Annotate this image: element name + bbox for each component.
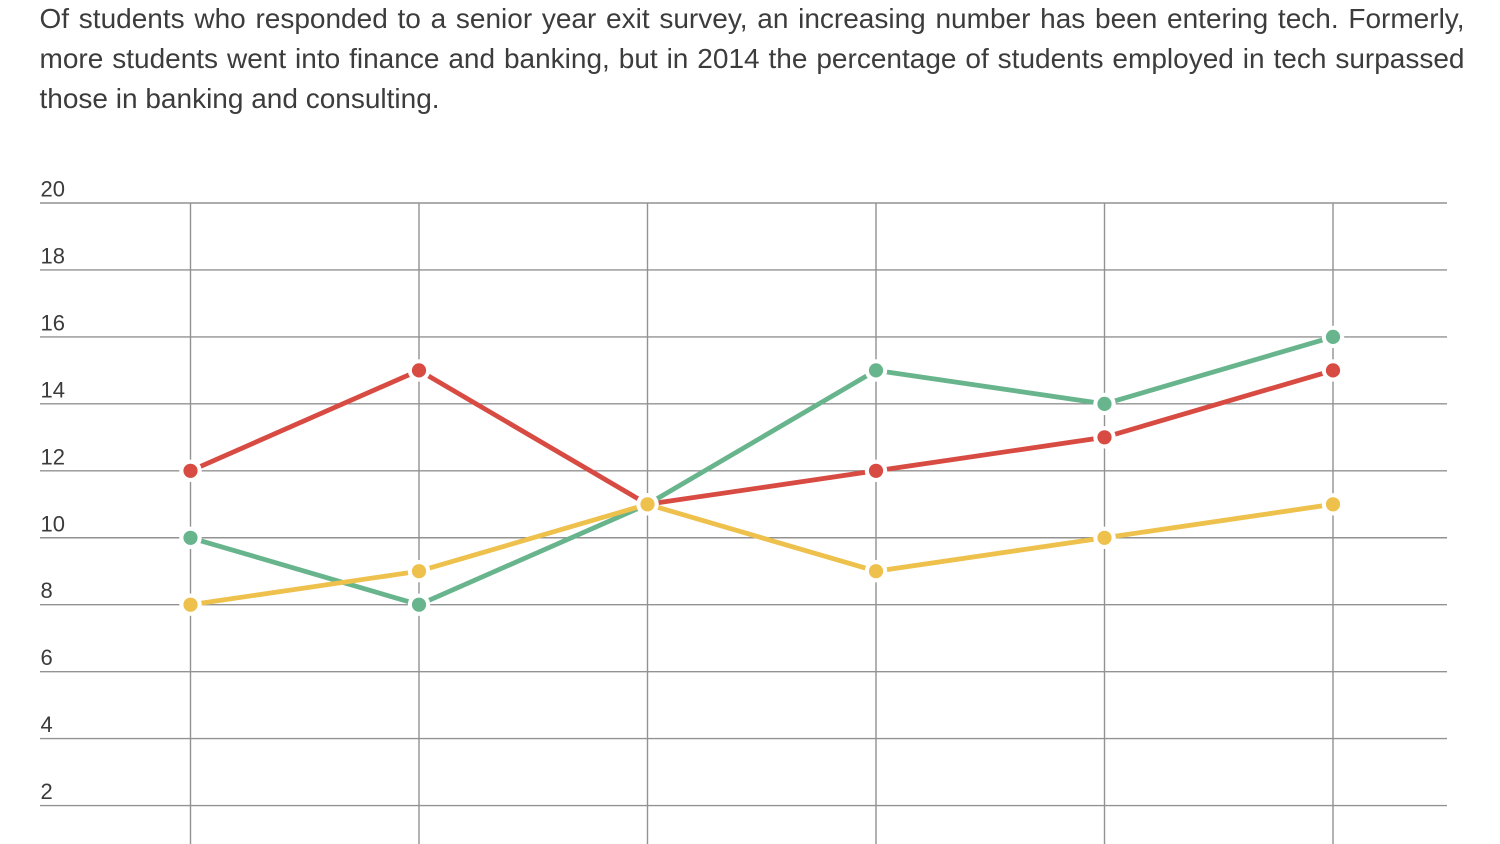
svg-text:18: 18 [41,243,65,268]
svg-text:6: 6 [41,645,53,670]
svg-text:10: 10 [41,511,65,536]
svg-text:4: 4 [41,712,53,737]
svg-text:16: 16 [41,310,65,335]
svg-text:2: 2 [41,779,53,804]
svg-text:20: 20 [41,177,65,202]
svg-text:14: 14 [41,377,65,402]
svg-text:8: 8 [41,578,53,603]
svg-text:12: 12 [41,444,65,469]
